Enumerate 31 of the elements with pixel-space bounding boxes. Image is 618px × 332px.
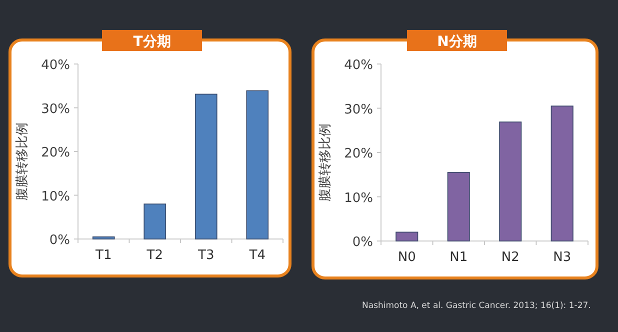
x-tick-label: N0: [398, 250, 416, 265]
y-axis-title: 腹膜转移比例: [318, 124, 333, 202]
bar: [246, 90, 269, 240]
bar: [499, 122, 522, 242]
x-tick-label: T3: [197, 248, 214, 263]
y-tick-label: 20%: [41, 146, 70, 160]
y-tick-label: 0%: [352, 235, 373, 250]
x-tick-label: T4: [248, 248, 266, 263]
y-tick-label: 10%: [344, 190, 373, 206]
x-tick-label: N1: [450, 250, 468, 265]
bar: [447, 172, 470, 242]
x-tick-label: T2: [146, 248, 163, 263]
y-tick-label: 30%: [41, 102, 70, 117]
x-tick-label: N3: [553, 250, 572, 265]
bar: [92, 236, 115, 240]
x-tick-label: N2: [501, 250, 520, 265]
bar: [144, 204, 166, 240]
y-tick-label: 40%: [41, 58, 70, 73]
chart-title: T分期: [133, 34, 171, 50]
y-tick-label: 40%: [344, 58, 373, 73]
x-tick-label: T1: [94, 248, 112, 263]
y-axis-title: 腹膜转移比例: [15, 122, 30, 200]
y-tick-label: 30%: [344, 102, 373, 118]
y-tick-label: 10%: [41, 189, 70, 204]
chart-title: N分期: [437, 34, 477, 50]
y-tick-label: 0%: [49, 233, 70, 248]
bar: [550, 106, 574, 242]
text: Nashimoto A, et al. Gastric Cancer. 2013; 16(1): 1-27.: [362, 301, 591, 311]
y-tick-label: 20%: [344, 146, 373, 162]
bar: [396, 232, 418, 242]
bar: [194, 94, 218, 240]
